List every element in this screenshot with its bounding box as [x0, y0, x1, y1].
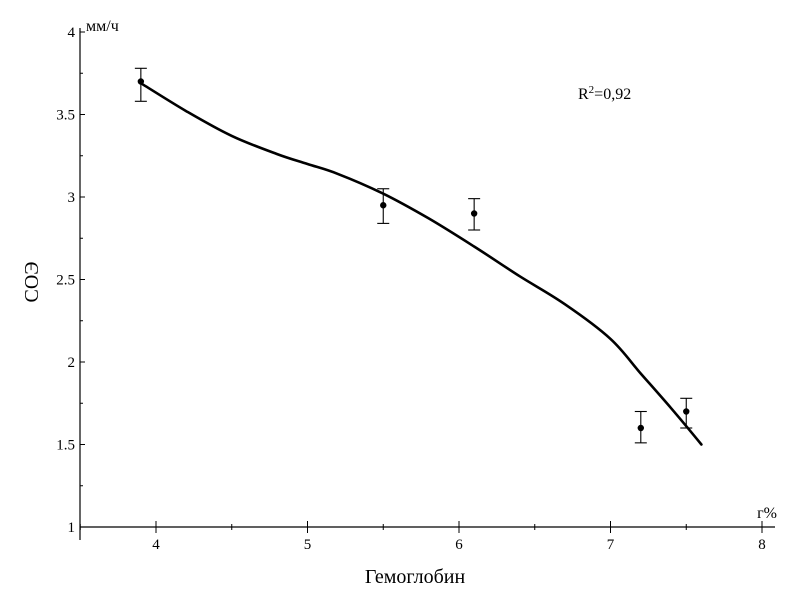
y-tick-label: 3.5 — [56, 108, 75, 124]
data-point-group — [634, 410, 647, 444]
axes — [79, 28, 775, 540]
y-ticks: 1 1.5 2 2.5 3 3.5 4 — [56, 25, 85, 536]
y-tick-label: 2.5 — [56, 273, 75, 289]
y-tick-label: 1 — [68, 520, 76, 536]
x-unit-label: г% — [757, 505, 777, 522]
y-axis-title: СОЭ — [21, 262, 43, 303]
annotation-base: R — [578, 86, 589, 103]
data-point — [470, 210, 478, 217]
x-tick-label: 6 — [455, 537, 463, 553]
r-squared-annotation: R2=0,92 — [578, 84, 631, 103]
y-tick-label: 1.5 — [56, 438, 75, 454]
x-tick-label: 7 — [607, 537, 615, 553]
data-point — [683, 408, 690, 415]
y-tick-label: 2 — [68, 355, 76, 371]
data-point-group — [134, 67, 147, 102]
x-tick-label: 5 — [304, 537, 312, 553]
y-unit-label: мм/ч — [86, 18, 119, 35]
annotation-superscript: 2 — [589, 84, 595, 96]
y-tick-label: 4 — [68, 25, 76, 41]
annotation-value: =0,92 — [594, 86, 631, 103]
data-point-group — [468, 198, 481, 231]
data-point — [637, 424, 644, 432]
x-tick-label: 4 — [152, 537, 160, 553]
x-ticks: 4 5 6 7 8 — [79, 521, 766, 553]
x-axis-title: Гемоглобин — [365, 566, 466, 588]
x-tick-label: 8 — [758, 537, 766, 553]
data-point-group — [680, 397, 693, 429]
data-point — [380, 202, 387, 209]
trend-line — [139, 81, 703, 446]
data-points — [134, 67, 693, 444]
data-point — [137, 78, 145, 85]
y-tick-label: 3 — [68, 190, 76, 206]
data-point-group — [377, 188, 390, 224]
